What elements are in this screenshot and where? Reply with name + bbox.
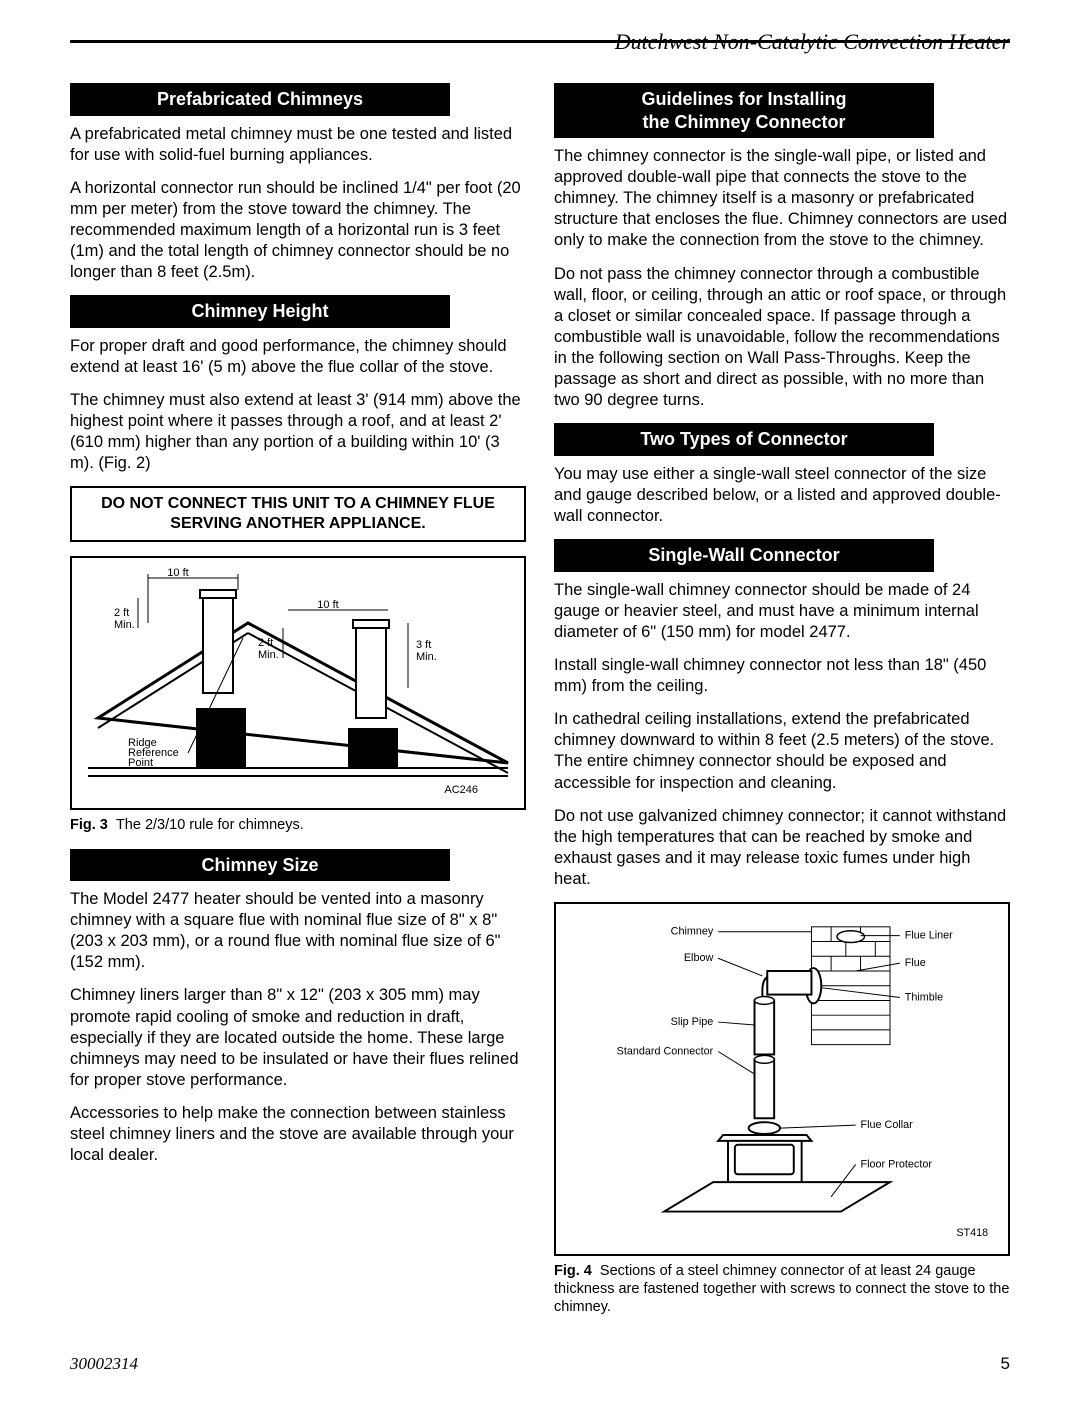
heading-chimney-height: Chimney Height: [70, 295, 450, 328]
svg-text:Point: Point: [128, 757, 153, 769]
content-columns: Prefabricated Chimneys A prefabricated m…: [70, 83, 1010, 1330]
svg-text:Standard Connector: Standard Connector: [617, 1046, 714, 1058]
svg-text:Min.: Min.: [114, 619, 135, 631]
svg-text:10 ft: 10 ft: [317, 599, 338, 611]
svg-text:3 ft: 3 ft: [416, 639, 431, 651]
left-column: Prefabricated Chimneys A prefabricated m…: [70, 83, 526, 1330]
heading-two-types: Two Types of Connector: [554, 423, 934, 456]
para: The chimney must also extend at least 3'…: [70, 390, 526, 474]
figure-code: AC246: [444, 784, 478, 796]
svg-text:Slip Pipe: Slip Pipe: [671, 1016, 714, 1028]
svg-text:Thimble: Thimble: [905, 992, 943, 1004]
figure-4: Chimney Elbow Slip Pipe Standard Connect…: [554, 902, 1010, 1256]
figure-code: ST418: [956, 1227, 988, 1239]
svg-text:Elbow: Elbow: [684, 952, 714, 964]
para: Do not pass the chimney connector throug…: [554, 264, 1010, 412]
para: The Model 2477 heater should be vented i…: [70, 889, 526, 973]
para: Install single-wall chimney connector no…: [554, 655, 1010, 697]
svg-text:Flue: Flue: [905, 957, 926, 969]
warning-box: DO NOT CONNECT THIS UNIT TO A CHIMNEY FL…: [70, 486, 526, 542]
para: Accessories to help make the connection …: [70, 1103, 526, 1166]
svg-text:Floor Protector: Floor Protector: [861, 1158, 933, 1170]
heading-guidelines: Guidelines for Installingthe Chimney Con…: [554, 83, 934, 138]
heading-single-wall: Single-Wall Connector: [554, 539, 934, 572]
heading-prefab-chimneys: Prefabricated Chimneys: [70, 83, 450, 116]
para: The chimney connector is the single-wall…: [554, 146, 1010, 252]
svg-text:Min.: Min.: [416, 651, 437, 663]
footer-pagenum: 5: [1001, 1354, 1010, 1374]
para: A horizontal connector run should be inc…: [70, 178, 526, 284]
svg-text:Min.: Min.: [258, 649, 279, 661]
svg-text:2 ft: 2 ft: [258, 637, 273, 649]
para: Do not use galvanized chimney connector;…: [554, 806, 1010, 890]
page-footer: 30002314 5: [70, 1354, 1010, 1374]
figure-3-caption: Fig. 3 The 2/3/10 rule for chimneys.: [70, 816, 526, 834]
heading-chimney-size: Chimney Size: [70, 849, 450, 882]
svg-text:Flue Collar: Flue Collar: [861, 1119, 914, 1131]
footer-docnum: 30002314: [70, 1354, 138, 1374]
svg-text:Chimney: Chimney: [671, 926, 714, 938]
svg-text:2 ft: 2 ft: [114, 607, 129, 619]
right-column: Guidelines for Installingthe Chimney Con…: [554, 83, 1010, 1330]
svg-text:Flue Liner: Flue Liner: [905, 930, 953, 942]
figure-3: 10 ft 2 ft Min. 10 ft 2 ft Min. 3 ft Min…: [70, 556, 526, 810]
svg-text:10 ft: 10 ft: [167, 568, 188, 579]
para: The single-wall chimney connector should…: [554, 580, 1010, 643]
figure-4-caption: Fig. 4 Sections of a steel chimney conne…: [554, 1262, 1010, 1316]
para: You may use either a single-wall steel c…: [554, 464, 1010, 527]
para: In cathedral ceiling installations, exte…: [554, 709, 1010, 793]
para: A prefabricated metal chimney must be on…: [70, 124, 526, 166]
para: Chimney liners larger than 8" x 12" (203…: [70, 985, 526, 1091]
para: For proper draft and good performance, t…: [70, 336, 526, 378]
